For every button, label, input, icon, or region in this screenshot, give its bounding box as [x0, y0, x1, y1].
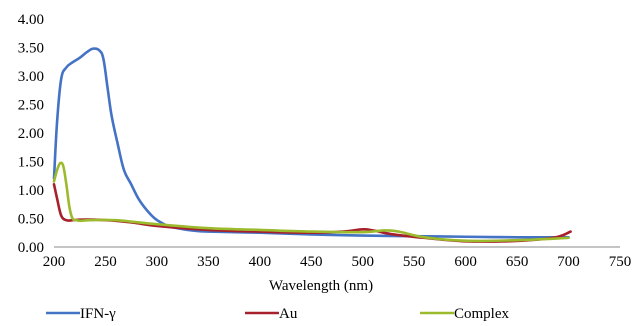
series-lines: [52, 47, 572, 243]
x-tick-label: 550: [403, 254, 426, 270]
x-tick-label: 700: [557, 254, 580, 270]
series-line-complex: [52, 161, 570, 243]
x-tick-label: 450: [300, 254, 323, 270]
y-tick-label: 2.50: [18, 98, 44, 114]
y-tick-label: 0.00: [18, 240, 44, 256]
x-tick-label: 250: [94, 254, 117, 270]
y-tick-label: 2.00: [18, 126, 44, 142]
x-tick-label: 200: [43, 254, 66, 270]
legend-label-complex: Complex: [454, 306, 509, 322]
legend: IFN-γ Au Complex: [46, 306, 509, 322]
x-tick-label: 300: [146, 254, 169, 270]
x-tick-label: 400: [249, 254, 272, 270]
y-tick-label: 3.00: [18, 69, 44, 85]
series-line-ifn: [52, 47, 570, 239]
y-tick-label: 4.00: [18, 12, 44, 28]
x-tick-label: 500: [351, 254, 374, 270]
series-line-au: [52, 183, 572, 243]
x-tick-label: 650: [506, 254, 529, 270]
x-tick-label: 350: [197, 254, 220, 270]
legend-label-ifn: IFN-γ: [80, 306, 116, 322]
y-tick-label: 1.50: [18, 155, 44, 171]
y-tick-label: 0.50: [18, 212, 44, 228]
legend-label-au: Au: [279, 306, 298, 322]
x-axis-title: Wavelength (nm): [269, 278, 373, 294]
y-tick-labels: 0.00 0.50 1.00 1.50 2.00 2.50 3.00 3.50 4.00: [18, 12, 44, 256]
x-tick-label: 750: [609, 254, 632, 270]
y-tick-label: 1.00: [18, 183, 44, 199]
x-tick-label: 600: [454, 254, 477, 270]
x-tick-labels: 200 250 300 350 400 450 500 550 600 650 700 750: [43, 254, 632, 270]
y-tick-label: 3.50: [18, 41, 44, 57]
